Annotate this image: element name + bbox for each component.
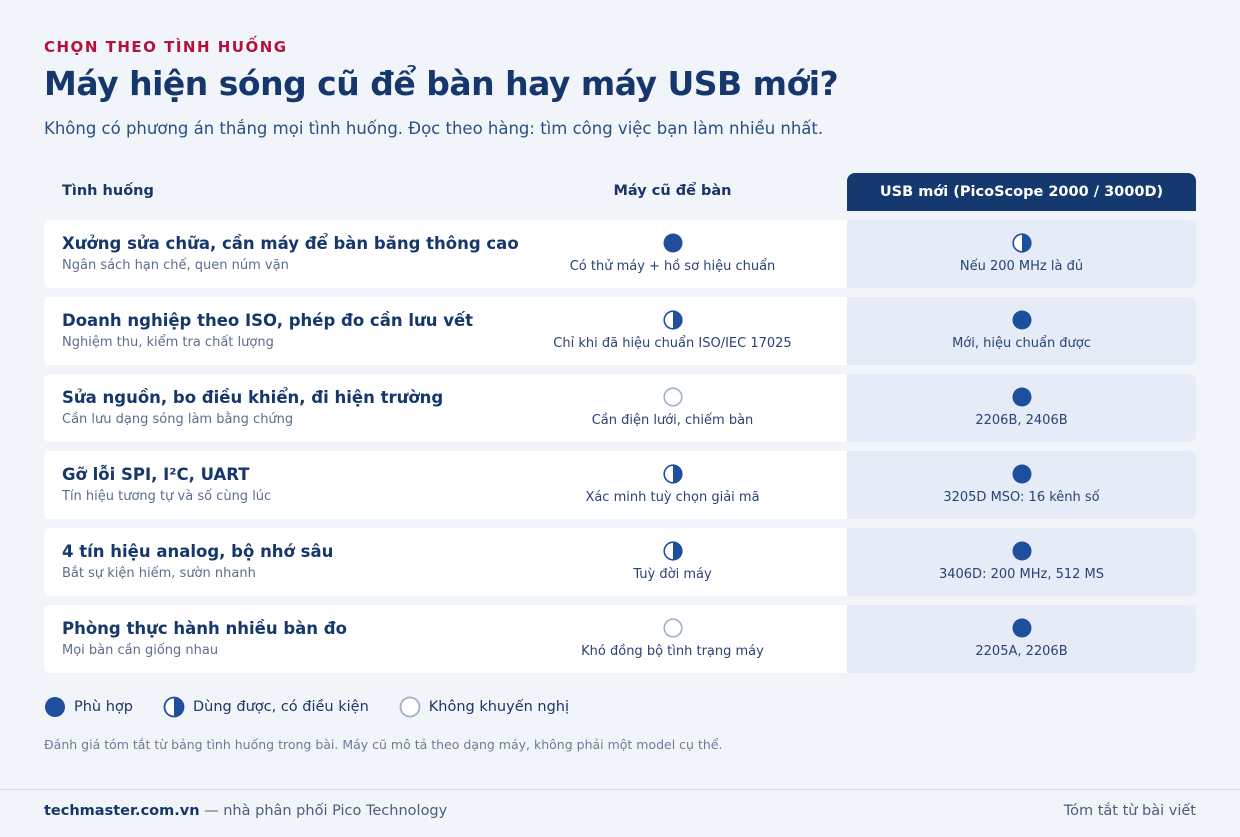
icon-full <box>1012 387 1031 407</box>
old-note: Xác minh tuỳ chọn giải mã <box>585 490 760 505</box>
usb-cell-bg <box>847 297 1196 365</box>
icon-full <box>1012 618 1031 638</box>
old-note: Có thử máy + hồ sơ hiệu chuẩn <box>569 259 776 274</box>
footer-right: Tóm tắt từ bài viết <box>1063 803 1196 819</box>
usb-cell: 2206B, 2406B <box>847 387 1196 428</box>
legend: Phù hợp Dùng được, có điều kiện Không kh… <box>44 696 599 718</box>
row-subtitle: Bắt sự kiện hiếm, sườn nhanh <box>62 566 256 581</box>
row-title: Sửa nguồn, bo điều khiển, đi hiện trường <box>62 388 444 407</box>
footer-left: techmaster.com.vn — nhà phân phối Pico T… <box>44 803 447 819</box>
column-header: Máy cũ để bàn <box>613 183 732 199</box>
icon-full <box>663 233 682 253</box>
old-note: Cần điện lưới, chiếm bàn <box>591 413 754 428</box>
icon-empty <box>662 618 683 638</box>
icon-half <box>662 464 683 484</box>
old-cell: Tuỳ đời máy <box>498 541 847 582</box>
column-header: USB mới (PicoScope 2000 / 3000D) <box>847 173 1196 211</box>
old-cell: Xác minh tuỳ chọn giải mã <box>498 464 847 505</box>
usb-note: Nếu 200 MHz là đủ <box>959 259 1084 274</box>
old-cell: Chỉ khi đã hiệu chuẩn ISO/IEC 17025 <box>498 310 847 351</box>
usb-note: 2206B, 2406B <box>975 413 1068 428</box>
old-cell: Có thử máy + hồ sơ hiệu chuẩn <box>498 233 847 274</box>
table-row: Xưởng sửa chữa, cần máy để bàn băng thôn… <box>44 220 1196 288</box>
row-title: 4 tín hiệu analog, bộ nhớ sâu <box>62 542 334 561</box>
row-subtitle: Mọi bàn cần giống nhau <box>62 643 219 658</box>
subtitle: Không có phương án thắng mọi tình huống.… <box>44 119 824 138</box>
usb-cell: 3205D MSO: 16 kênh số <box>847 464 1196 505</box>
footnote: Đánh giá tóm tắt từ bảng tình huống tron… <box>44 737 723 752</box>
usb-cell: 2205A, 2206B <box>847 618 1196 659</box>
icon-half <box>1011 233 1032 253</box>
usb-cell: Nếu 200 MHz là đủ <box>847 233 1196 274</box>
icon-half <box>163 696 185 718</box>
row-subtitle: Cần lưu dạng sóng làm bằng chứng <box>62 412 294 427</box>
old-note: Khó đồng bộ tình trạng máy <box>581 644 764 659</box>
row-subtitle: Tín hiệu tương tự và số cùng lúc <box>62 489 272 504</box>
table-row: 4 tín hiệu analog, bộ nhớ sâu Bắt sự kiện… <box>44 528 1196 596</box>
icon-half <box>662 310 683 330</box>
usb-cell: 3406D: 200 MHz, 512 MS <box>847 541 1196 582</box>
usb-cell-bg <box>847 374 1196 442</box>
usb-note: 3406D: 200 MHz, 512 MS <box>938 567 1105 582</box>
eyebrow: CHỌN THEO TÌNH HUỐNG <box>44 38 288 56</box>
old-note: Chỉ khi đã hiệu chuẩn ISO/IEC 17025 <box>553 336 792 351</box>
footer-site: techmaster.com.vn <box>44 803 200 819</box>
table-row: Sửa nguồn, bo điều khiển, đi hiện trường… <box>44 374 1196 442</box>
usb-cell-bg <box>847 451 1196 519</box>
legend-label: Dùng được, có điều kiện <box>193 699 369 715</box>
icon-full <box>1012 310 1031 330</box>
row-subtitle: Nghiệm thu, kiểm tra chất lượng <box>62 335 274 350</box>
old-cell: Khó đồng bộ tình trạng máy <box>498 618 847 659</box>
usb-cell: Mới, hiệu chuẩn được <box>847 310 1196 351</box>
footer-tagline: — nhà phân phối Pico Technology <box>204 803 448 819</box>
icon-half <box>662 541 683 561</box>
legend-label: Phù hợp <box>74 699 133 715</box>
title: Máy hiện sóng cũ để bàn hay máy USB mới? <box>44 64 839 103</box>
usb-note: 3205D MSO: 16 kênh số <box>943 490 1100 505</box>
separator <box>0 789 1240 790</box>
table-row: Doanh nghiệp theo ISO, phép đo cần lưu v… <box>44 297 1196 365</box>
row-title: Xưởng sửa chữa, cần máy để bàn băng thôn… <box>62 234 519 253</box>
usb-cell-bg <box>847 605 1196 673</box>
old-cell: Cần điện lưới, chiếm bàn <box>498 387 847 428</box>
icon-full <box>45 697 65 717</box>
icon-full <box>1012 464 1031 484</box>
icon-empty <box>399 696 421 718</box>
usb-note: Mới, hiệu chuẩn được <box>952 336 1091 351</box>
table-row: Gỡ lỗi SPI, I²C, UART Tín hiệu tương tự v… <box>44 451 1196 519</box>
column-header: Tình huống <box>62 183 154 199</box>
icon-empty <box>662 387 683 407</box>
legend-label: Không khuyến nghị <box>428 699 570 715</box>
usb-note: 2205A, 2206B <box>975 644 1068 659</box>
row-title: Phòng thực hành nhiều bàn đo <box>62 619 347 638</box>
old-note: Tuỳ đời máy <box>633 567 712 582</box>
usb-cell-bg <box>847 220 1196 288</box>
usb-cell-bg <box>847 528 1196 596</box>
row-title: Gỡ lỗi SPI, I²C, UART <box>62 465 250 484</box>
row-title: Doanh nghiệp theo ISO, phép đo cần lưu v… <box>62 311 474 330</box>
table-row: Phòng thực hành nhiều bàn đo Mọi bàn cần … <box>44 605 1196 673</box>
icon-full <box>1012 541 1031 561</box>
row-subtitle: Ngân sách hạn chế, quen núm vặn <box>62 258 289 273</box>
